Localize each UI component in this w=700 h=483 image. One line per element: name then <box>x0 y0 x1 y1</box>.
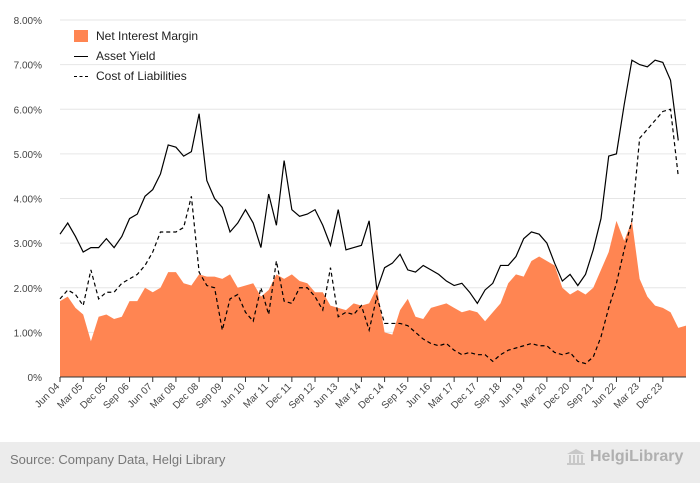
legend-item-asset-yield: Asset Yield <box>74 46 198 66</box>
legend: Net Interest Margin Asset Yield Cost of … <box>74 26 198 86</box>
library-building-icon <box>567 449 585 465</box>
legend-swatch-cost <box>74 75 88 77</box>
brand-logo[interactable]: HelgiLibrary <box>566 448 683 466</box>
x-tick-label: Dec 23 <box>635 381 665 411</box>
x-tick-label: Sep 15 <box>380 381 410 411</box>
legend-item-nim: Net Interest Margin <box>74 26 198 46</box>
y-tick-label: 0% <box>28 373 43 384</box>
y-tick-label: 5.00% <box>14 150 42 161</box>
y-tick-label: 7.00% <box>14 61 42 72</box>
chart-svg: 0% 1.00% 2.00% 3.00% 4.00% 5.00% 6.00% 7.00% 8.0… <box>14 16 686 412</box>
y-tick-label: 8.00% <box>14 16 42 27</box>
legend-label-cost: Cost of Liabilities <box>96 69 187 83</box>
x-tick-label: Sep 09 <box>194 381 224 411</box>
x-tick-label: Sep 12 <box>287 381 317 411</box>
legend-swatch-asset-yield <box>74 55 88 57</box>
x-tick-label: Sep 21 <box>565 381 595 411</box>
legend-swatch-nim <box>74 30 88 42</box>
y-tick-label: 6.00% <box>14 105 42 116</box>
source-text: Source: Company Data, Helgi Library <box>10 452 226 467</box>
y-tick-label: 3.00% <box>14 239 42 250</box>
y-tick-label: 1.00% <box>14 328 42 339</box>
series-line-cost-of-liabilities <box>59 108 679 365</box>
brand-text: HelgiLibrary <box>590 448 684 465</box>
x-tick-label: Sep 06 <box>101 381 131 411</box>
y-tick-label: 2.00% <box>14 284 42 295</box>
legend-label-asset-yield: Asset Yield <box>96 49 156 63</box>
x-tick-label: Sep 18 <box>472 381 502 411</box>
series-line-asset-yield <box>59 59 679 305</box>
legend-item-cost: Cost of Liabilities <box>74 66 198 86</box>
y-tick-label: 4.00% <box>14 195 42 206</box>
series-area-net-interest-margin <box>60 220 686 377</box>
footer-bar <box>0 442 700 483</box>
legend-label-nim: Net Interest Margin <box>96 29 199 43</box>
